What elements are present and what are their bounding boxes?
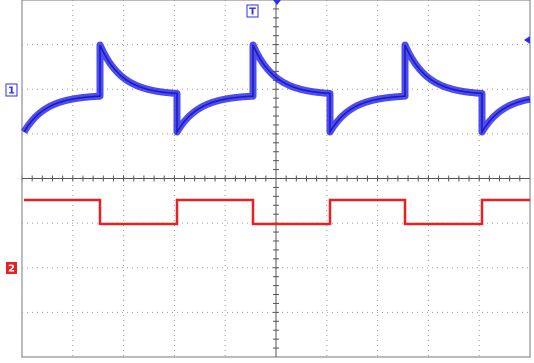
channel2-marker-box bbox=[6, 262, 17, 274]
channel1-trace-core bbox=[23, 44, 531, 135]
channel1-marker-box bbox=[5, 83, 18, 97]
graticule bbox=[21, 0, 530, 357]
trigger-position bbox=[273, 0, 281, 5]
trigger-marker: T bbox=[249, 7, 256, 18]
channel2-trace bbox=[24, 198, 530, 226]
trigger-marker-box bbox=[246, 4, 259, 18]
channel2-marker: 2 bbox=[8, 264, 15, 275]
channel1-marker: 1 bbox=[8, 86, 15, 97]
trigger-level bbox=[524, 36, 530, 44]
